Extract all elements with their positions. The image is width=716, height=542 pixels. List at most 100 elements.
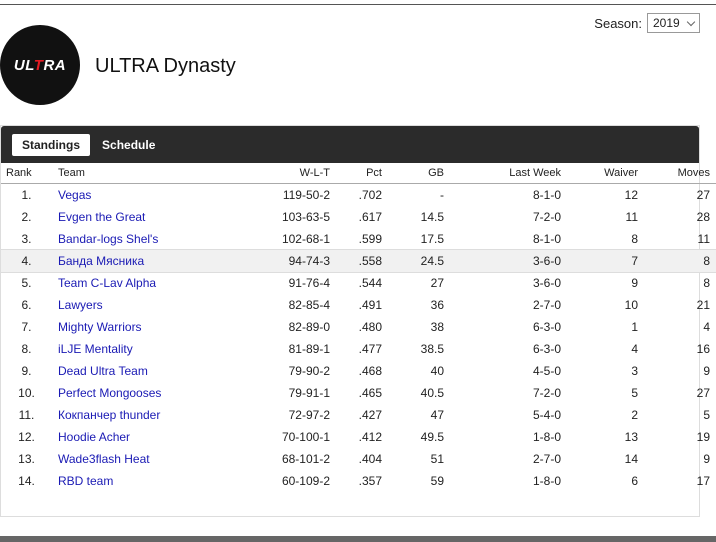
waiver-cell: 13 [624, 430, 638, 444]
team-link[interactable]: Perfect Mongooses [58, 386, 162, 400]
rank-cell: 7. [21, 320, 32, 334]
season-label: Season: [594, 15, 642, 31]
last-week-cell: 1-8-0 [532, 430, 561, 444]
team-link[interactable]: Mighty Warriors [58, 320, 142, 334]
team-link[interactable]: RBD team [58, 474, 114, 488]
wlt-cell: 82-89-0 [288, 320, 330, 334]
wlt-cell: 82-85-4 [288, 298, 330, 312]
league-logo: ULTRA [0, 25, 80, 105]
team-link[interactable]: Банда Мясника [58, 254, 145, 268]
team-cell: Vegas [52, 184, 234, 207]
header-team[interactable]: Team [52, 163, 234, 184]
tab-bar: Standings Schedule [1, 126, 699, 163]
tab-standings[interactable]: Standings [12, 133, 91, 156]
last-week-cell: 5-4-0 [532, 408, 561, 422]
wlt-cell: 94-74-3 [234, 250, 336, 272]
waiver-cell: 2 [631, 408, 638, 422]
team-cell: Bandar-logs Shel's [52, 228, 234, 250]
moves-cell: 16 [696, 342, 710, 356]
wlt-cell: 119-50-2 [282, 188, 330, 202]
team-link[interactable]: Кокпанчер thunder [58, 408, 161, 422]
waiver-cell: 7 [567, 250, 644, 272]
team-link[interactable]: Evgen the Great [58, 210, 146, 224]
last-week-cell: 3-6-0 [532, 276, 561, 290]
moves-cell: 17 [696, 474, 710, 488]
table-row: 10. Perfect Mongooses 79-91-1 .465 40.5 7-2-0… [1, 382, 716, 404]
gb-cell: 59 [430, 474, 444, 488]
last-week-cell: 3-6-0 [450, 250, 567, 272]
rank-cell: 9. [21, 364, 32, 378]
rank-cell: 2. [21, 210, 32, 224]
table-row: 5. Team C-Lav Alpha 91-76-4 .544 27 3-6-0 9 8 [1, 272, 716, 294]
team-link[interactable]: Bandar-logs Shel's [58, 232, 159, 246]
wlt-cell: 70-100-1 [281, 430, 330, 444]
last-week-cell: 7-2-0 [532, 210, 561, 224]
wlt-cell: 91-76-4 [288, 276, 330, 290]
team-link[interactable]: Hoodie Acher [58, 430, 131, 444]
gb-cell: 49.5 [420, 430, 444, 444]
table-row: 7. Mighty Warriors 82-89-0 .480 38 6-3-0 1 4 [1, 316, 716, 338]
team-cell: Lawyers [52, 294, 234, 316]
bottom-bar [0, 536, 716, 542]
header-last-week[interactable]: Last Week [450, 163, 567, 184]
last-week-cell: 6-3-0 [532, 342, 561, 356]
team-link[interactable]: Lawyers [58, 298, 103, 312]
standings-panel: Standings Schedule Rank Team W-L-T Pct G… [0, 125, 716, 517]
rank-cell: 14. [18, 474, 35, 488]
wlt-cell: 72-97-2 [288, 408, 330, 422]
moves-cell: 5 [703, 408, 710, 422]
header-waiver[interactable]: Waiver [567, 163, 644, 184]
team-link[interactable]: Dead Ultra Team [58, 364, 148, 378]
moves-cell: 8 [644, 250, 716, 272]
moves-cell: 11 [697, 232, 710, 246]
last-week-cell: 2-7-0 [532, 452, 561, 466]
header-rank[interactable]: Rank [1, 163, 52, 184]
moves-cell: 9 [703, 452, 710, 466]
waiver-cell: 9 [631, 276, 638, 290]
wlt-cell: 60-109-2 [281, 474, 330, 488]
season-dropdown[interactable]: 2019 [647, 13, 700, 33]
header-gb[interactable]: GB [388, 163, 450, 184]
standings-rows: 1. Vegas 119-50-2.702-8-1-0 12 27 2. Evgen the… [0, 184, 716, 493]
tab-schedule[interactable]: Schedule [102, 137, 156, 152]
pct-cell: .702 [358, 188, 382, 202]
team-cell: Mighty Warriors [52, 316, 234, 338]
pct-cell: .412 [358, 430, 382, 444]
team-link[interactable]: Wade3flash Heat [58, 452, 150, 466]
gb-cell: 14.5 [420, 210, 444, 224]
gb-cell: 38 [430, 320, 444, 334]
last-week-cell: 7-2-0 [532, 386, 561, 400]
wlt-cell: 68-101-2 [281, 452, 330, 466]
waiver-cell: 1 [631, 320, 638, 334]
chevron-down-icon [686, 17, 696, 26]
pct-cell: .599 [358, 232, 382, 246]
gb-cell: 36 [430, 298, 444, 312]
top-border [0, 0, 716, 5]
team-link[interactable]: iLJE Mentality [58, 342, 133, 356]
waiver-cell: 3 [631, 364, 638, 378]
gb-cell: 40.5 [420, 386, 444, 400]
wlt-cell: 103-63-5 [281, 210, 330, 224]
waiver-cell: 6 [631, 474, 638, 488]
table-row: 14. RBD team 60-109-2 .357 59 1-8-0 6 17 [1, 470, 716, 492]
gb-cell: 17.5 [420, 232, 444, 246]
rank-cell: 6. [21, 298, 32, 312]
header-wlt[interactable]: W-L-T [234, 163, 336, 184]
rank-cell: 3. [21, 232, 32, 246]
pct-cell: .558 [336, 250, 388, 272]
team-cell: Evgen the Great [52, 206, 234, 228]
team-cell: Кокпанчер thunder [52, 404, 234, 426]
wlt-cell: 81-89-1 [288, 342, 330, 356]
waiver-cell: 12 [624, 188, 638, 202]
last-week-cell: 6-3-0 [532, 320, 561, 334]
rank-cell: 4. [1, 250, 52, 272]
team-link[interactable]: Vegas [58, 188, 92, 202]
moves-cell: 19 [696, 430, 710, 444]
header-moves[interactable]: Moves [644, 163, 716, 184]
header-pct[interactable]: Pct [336, 163, 388, 184]
rank-cell: 8. [21, 342, 32, 356]
logo-text: ULTRA [13, 56, 67, 74]
team-link[interactable]: Team C-Lav Alpha [58, 276, 157, 290]
team-cell: Team C-Lav Alpha [52, 272, 234, 294]
standings-table: Rank Team W-L-T Pct GB Last Week Waiver … [0, 163, 716, 493]
